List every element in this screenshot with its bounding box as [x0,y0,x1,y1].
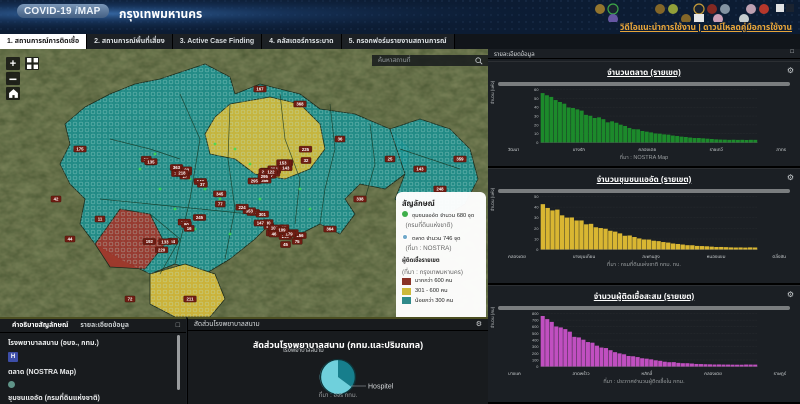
svg-text:245: 245 [196,215,204,220]
svg-text:40: 40 [534,206,538,210]
svg-text:338: 338 [356,197,364,202]
svg-text:175: 175 [76,147,84,152]
svg-text:122: 122 [267,169,275,174]
svg-text:30: 30 [534,216,538,220]
svg-text:20: 20 [534,227,538,231]
svg-text:25: 25 [388,157,393,162]
svg-text:300: 300 [532,345,538,349]
svg-text:10: 10 [534,237,538,241]
svg-text:45: 45 [283,242,288,247]
svg-text:0: 0 [536,365,538,369]
svg-text:211: 211 [187,297,195,302]
svg-text:30: 30 [534,115,538,119]
svg-text:44: 44 [68,237,73,242]
svg-text:368: 368 [296,102,304,107]
svg-text:359: 359 [456,157,464,162]
svg-text:295: 295 [251,179,259,184]
svg-text:36: 36 [338,137,343,142]
svg-text:364: 364 [326,227,334,232]
svg-text:220: 220 [158,248,166,253]
svg-text:75: 75 [295,239,300,244]
svg-text:700: 700 [532,319,538,323]
svg-text:600: 600 [532,325,538,329]
svg-text:167: 167 [256,87,264,92]
svg-text:109: 109 [278,228,286,233]
svg-text:0: 0 [536,248,538,252]
svg-text:153: 153 [279,160,287,165]
svg-text:147: 147 [257,221,265,226]
svg-text:37: 37 [200,182,205,187]
svg-text:50: 50 [534,97,538,101]
svg-text:218: 218 [178,171,186,176]
svg-text:100: 100 [532,358,538,362]
svg-text:42: 42 [54,197,59,202]
svg-text:32: 32 [304,158,309,163]
svg-text:200: 200 [532,352,538,356]
svg-text:400: 400 [532,339,538,343]
svg-text:225: 225 [302,147,310,152]
svg-text:0: 0 [536,141,538,145]
svg-text:192: 192 [146,239,154,244]
svg-text:135: 135 [147,159,155,164]
svg-text:Hospitel: Hospitel [368,384,394,391]
svg-text:11: 11 [98,217,103,222]
svg-text:363: 363 [173,165,181,170]
svg-text:224: 224 [239,205,247,210]
svg-text:46: 46 [272,232,277,237]
svg-text:500: 500 [532,332,538,336]
svg-text:77: 77 [218,202,223,207]
svg-text:20: 20 [534,123,538,127]
svg-text:60: 60 [534,88,538,92]
svg-text:800: 800 [532,312,538,316]
svg-text:248: 248 [436,187,444,192]
svg-text:10: 10 [534,132,538,136]
svg-text:133: 133 [161,239,169,244]
svg-text:16: 16 [187,226,192,231]
svg-text:72: 72 [128,297,133,302]
svg-text:301: 301 [259,212,267,217]
svg-text:143: 143 [416,167,424,172]
svg-text:40: 40 [534,106,538,110]
svg-text:345: 345 [216,192,224,197]
svg-text:50: 50 [534,195,538,199]
